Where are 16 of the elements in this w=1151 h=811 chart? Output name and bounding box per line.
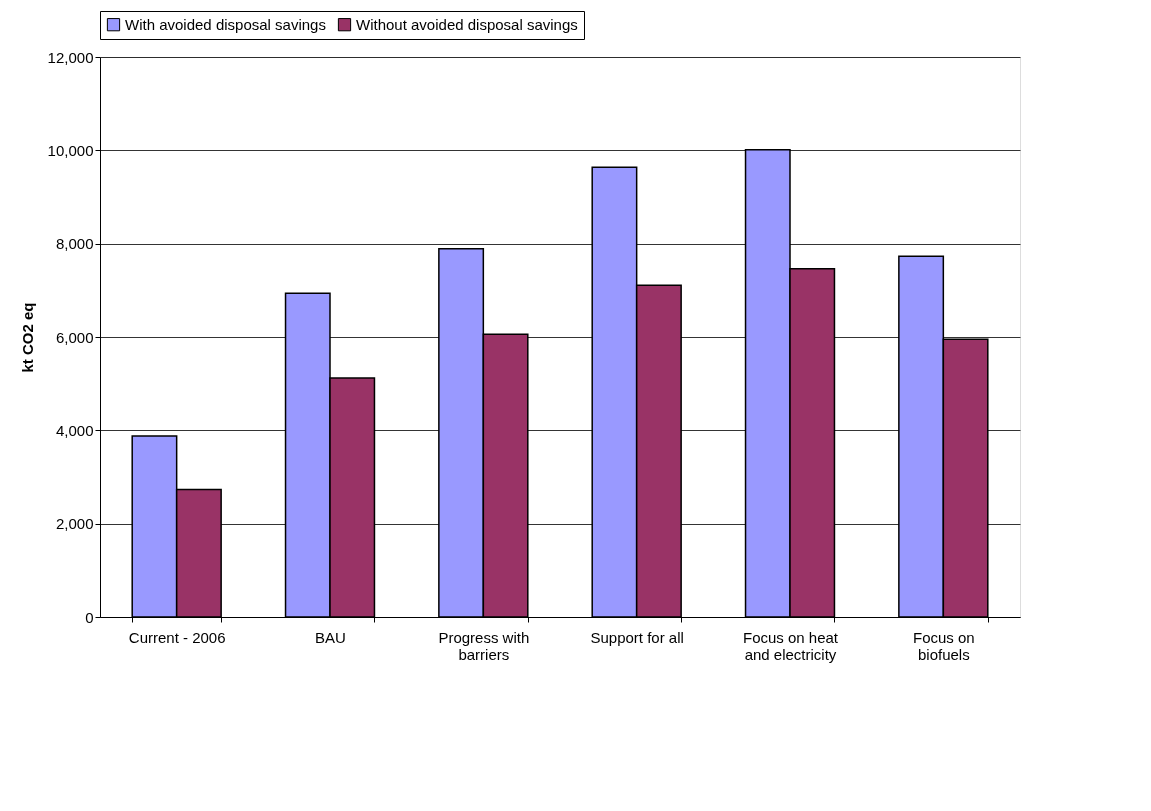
y-tick-label: 8,000 <box>55 235 94 253</box>
y-tick-label: 4,000 <box>55 421 94 439</box>
y-tick-label: 10,000 <box>47 141 94 159</box>
x-tick-label: Progress with barriers <box>438 628 530 663</box>
y-axis-title: kt CO2 eq <box>18 302 36 373</box>
legend-label: Without avoided disposal savings <box>356 15 578 33</box>
x-tick-label: BAU <box>315 628 346 646</box>
x-tick-label: Support for all <box>590 628 684 646</box>
x-tick-label: Current - 2006 <box>128 628 226 646</box>
y-tick-label: 0 <box>85 608 94 626</box>
y-tick-label: 12,000 <box>47 48 94 66</box>
legend-label: With avoided disposal savings <box>125 15 326 33</box>
y-tick-label: 2,000 <box>55 515 94 533</box>
y-tick-label: 6,000 <box>55 328 94 346</box>
x-tick-label: Focus on biofuels <box>912 628 975 663</box>
x-tick-label: Focus on heat and electricity <box>742 628 839 663</box>
